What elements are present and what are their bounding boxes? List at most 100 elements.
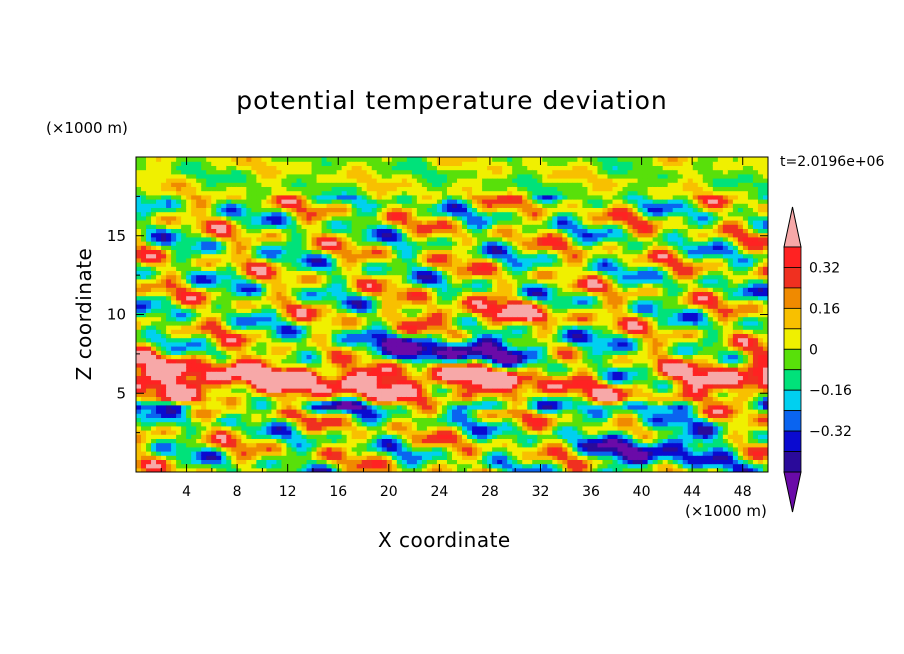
contour-cell bbox=[361, 178, 368, 183]
contour-cell bbox=[191, 291, 197, 297]
contour-cell bbox=[396, 220, 403, 225]
contour-cell bbox=[376, 211, 383, 217]
contour-cell bbox=[356, 220, 363, 225]
contour-cell bbox=[221, 362, 227, 368]
contour-cell bbox=[462, 438, 468, 444]
contour-cell bbox=[411, 430, 418, 435]
contour-cell bbox=[171, 203, 177, 208]
contour-cell bbox=[467, 337, 473, 343]
contour-cell bbox=[181, 182, 187, 187]
contour-cell bbox=[416, 241, 423, 246]
contour-cell bbox=[286, 392, 293, 397]
contour-cell bbox=[266, 257, 273, 263]
contour-cell bbox=[231, 165, 237, 171]
contour-cell bbox=[411, 325, 418, 330]
contour-cell bbox=[261, 417, 268, 423]
contour-cell bbox=[316, 291, 323, 297]
contour-cell bbox=[356, 341, 363, 347]
contour-cell bbox=[346, 173, 353, 179]
contour-cell bbox=[331, 354, 338, 360]
contour-cell bbox=[411, 375, 418, 381]
contour-cell bbox=[181, 358, 187, 364]
contour-cell bbox=[196, 304, 202, 309]
contour-cell bbox=[457, 291, 463, 297]
contour-cell bbox=[366, 199, 373, 204]
contour-cell bbox=[181, 207, 187, 213]
contour-cell bbox=[301, 220, 308, 225]
contour-cell bbox=[266, 463, 273, 469]
contour-cell bbox=[196, 241, 202, 246]
contour-cell bbox=[206, 409, 212, 414]
contour-cell bbox=[151, 383, 157, 389]
contour-cell bbox=[266, 308, 273, 313]
contour-cell bbox=[176, 199, 182, 204]
contour-cell bbox=[281, 455, 288, 460]
contour-cell bbox=[136, 211, 142, 217]
contour-cell bbox=[376, 392, 383, 397]
contour-cell bbox=[276, 236, 283, 242]
contour-cell bbox=[296, 220, 303, 225]
contour-cell bbox=[231, 249, 237, 255]
contour-cell bbox=[236, 241, 242, 246]
contour-cell bbox=[306, 278, 313, 284]
contour-cell bbox=[351, 270, 358, 276]
contour-cell bbox=[306, 211, 313, 217]
contour-cell bbox=[386, 329, 393, 334]
contour-cell bbox=[176, 228, 182, 234]
contour-cell bbox=[171, 186, 177, 192]
contour-cell bbox=[416, 438, 423, 444]
contour-cell bbox=[426, 346, 433, 351]
contour-cell bbox=[426, 262, 433, 267]
contour-cell bbox=[236, 379, 242, 385]
contour-cell bbox=[361, 270, 368, 276]
contour-cell bbox=[457, 295, 463, 301]
contour-cell bbox=[371, 203, 378, 208]
contour-cell bbox=[151, 325, 157, 330]
contour-cell bbox=[176, 392, 182, 397]
contour-cell bbox=[316, 383, 323, 389]
contour-cell bbox=[261, 182, 268, 187]
contour-cell bbox=[256, 178, 262, 183]
contour-cell bbox=[336, 400, 343, 406]
contour-cell bbox=[386, 270, 393, 276]
contour-cell bbox=[346, 241, 353, 246]
contour-cell bbox=[316, 425, 323, 431]
contour-cell bbox=[366, 346, 373, 351]
contour-cell bbox=[196, 295, 202, 301]
contour-cell bbox=[211, 199, 217, 204]
contour-cell bbox=[251, 413, 257, 418]
contour-cell bbox=[441, 186, 448, 192]
contour-cell bbox=[266, 291, 273, 297]
contour-cell bbox=[371, 354, 378, 360]
contour-cell bbox=[401, 194, 408, 200]
contour-cell bbox=[371, 287, 378, 292]
contour-cell bbox=[361, 190, 368, 196]
contour-cell bbox=[326, 220, 333, 225]
contour-cell bbox=[156, 320, 162, 326]
contour-cell bbox=[376, 190, 383, 196]
contour-cell bbox=[211, 354, 217, 360]
contour-cell bbox=[226, 169, 232, 175]
contour-cell bbox=[301, 199, 308, 204]
contour-cell bbox=[266, 325, 273, 330]
contour-cell bbox=[176, 320, 182, 326]
contour-cell bbox=[251, 207, 257, 213]
contour-cell bbox=[211, 161, 217, 166]
contour-cell bbox=[411, 207, 418, 213]
contour-cell bbox=[166, 207, 172, 213]
contour-cell bbox=[336, 316, 343, 322]
contour-cell bbox=[446, 409, 453, 414]
contour-cell bbox=[251, 186, 257, 192]
contour-cell bbox=[226, 186, 232, 192]
contour-cell bbox=[251, 190, 257, 196]
contour-cell bbox=[226, 371, 232, 376]
contour-cell bbox=[301, 354, 308, 360]
contour-cell bbox=[431, 270, 438, 276]
contour-cell bbox=[446, 379, 453, 385]
contour-cell bbox=[286, 224, 293, 229]
contour-cell bbox=[457, 320, 463, 326]
contour-cell bbox=[351, 157, 358, 162]
contour-cell bbox=[236, 446, 242, 452]
contour-cell bbox=[256, 199, 262, 204]
contour-cell bbox=[171, 421, 177, 427]
